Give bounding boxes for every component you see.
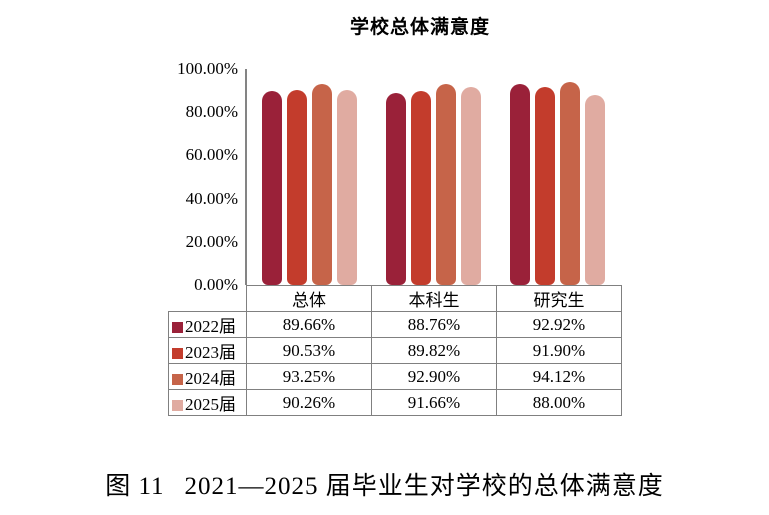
bar-2025届-本科生 <box>460 87 481 285</box>
table-value-cell: 94.12% <box>496 363 622 390</box>
bar-2025届-研究生 <box>585 94 606 285</box>
table-corner-cell <box>169 286 247 312</box>
bar-group-研究生 <box>496 69 620 285</box>
table-value-cell: 93.25% <box>246 363 372 390</box>
y-axis-tick-label: 0.00% <box>194 275 238 294</box>
y-axis-tick-label: 40.00% <box>185 188 238 208</box>
bar-group-本科生 <box>371 69 495 285</box>
table-value-cell: 92.90% <box>371 363 497 390</box>
legend-cell: 2024届 <box>168 363 247 390</box>
table-value-cell: 89.82% <box>371 337 497 364</box>
y-axis-tick-label: 100.00% <box>177 59 238 78</box>
chart-data-table: 总体 本科生 研究生 2022届 89.66% 88.76% 92.92% 2023届 90.5… <box>168 285 622 416</box>
legend-label: 2022届 <box>185 317 236 336</box>
table-row: 2022届 89.66% 88.76% 92.92% <box>168 311 622 338</box>
table-value-cell: 91.90% <box>496 337 622 364</box>
table-row: 2025届 90.26% 91.66% 88.00% <box>168 389 622 416</box>
table-value-cell: 90.53% <box>246 337 372 364</box>
table-value-cell: 88.00% <box>496 389 622 416</box>
y-axis-line <box>245 69 247 285</box>
legend-label: 2023届 <box>185 343 236 362</box>
bar-group-总体 <box>247 69 371 285</box>
bar-2024届-研究生 <box>560 81 581 285</box>
table-value-cell: 91.66% <box>371 389 497 416</box>
legend-swatch-icon <box>172 348 183 359</box>
table-header-cell: 总体 <box>246 285 372 312</box>
y-axis-tick-label: 80.00% <box>185 102 238 122</box>
table-header-cell: 研究生 <box>496 285 622 312</box>
legend-swatch-icon <box>172 322 183 333</box>
figure-caption: 图 11 2021—2025 届毕业生对学校的总体满意度 <box>0 466 769 502</box>
bar-2024届-总体 <box>311 83 332 285</box>
legend-cell: 2025届 <box>168 389 247 416</box>
table-value-cell: 90.26% <box>246 389 372 416</box>
table-value-cell: 92.92% <box>496 311 622 338</box>
legend-swatch-icon <box>172 400 183 411</box>
bar-2022届-本科生 <box>385 93 406 285</box>
bar-2024届-本科生 <box>435 84 456 285</box>
table-header-cell: 本科生 <box>371 285 497 312</box>
legend-cell: 2022届 <box>168 311 247 338</box>
figure-label: 图 11 <box>105 473 165 500</box>
y-axis-tick-label: 20.00% <box>185 231 238 251</box>
legend-label: 2025届 <box>185 395 236 414</box>
table-header-row: 总体 本科生 研究生 <box>169 285 622 312</box>
legend-cell: 2023届 <box>168 337 247 364</box>
chart-title: 学校总体满意度 <box>349 17 490 38</box>
table-value-cell: 89.66% <box>246 311 372 338</box>
bar-2023届-总体 <box>286 89 307 285</box>
data-table: 总体 本科生 研究生 2022届 89.66% 88.76% 92.92% 2023届 90.5… <box>168 285 622 416</box>
caption-text: 2021—2025 届毕业生对学校的总体满意度 <box>184 473 664 500</box>
bar-2025届-总体 <box>336 90 357 285</box>
table-row: 2023届 90.53% 89.82% 91.90% <box>168 337 622 364</box>
bar-2022届-研究生 <box>510 84 531 285</box>
legend-swatch-icon <box>172 374 183 385</box>
bar-2023届-本科生 <box>410 91 431 285</box>
bar-2023届-研究生 <box>535 86 556 285</box>
table-row: 2024届 93.25% 92.90% 94.12% <box>168 363 622 390</box>
plot-area <box>247 69 620 285</box>
table-value-cell: 88.76% <box>371 311 497 338</box>
y-axis-tick-label: 60.00% <box>185 145 238 165</box>
bar-2022届-总体 <box>261 91 282 285</box>
legend-label: 2024届 <box>185 369 236 388</box>
